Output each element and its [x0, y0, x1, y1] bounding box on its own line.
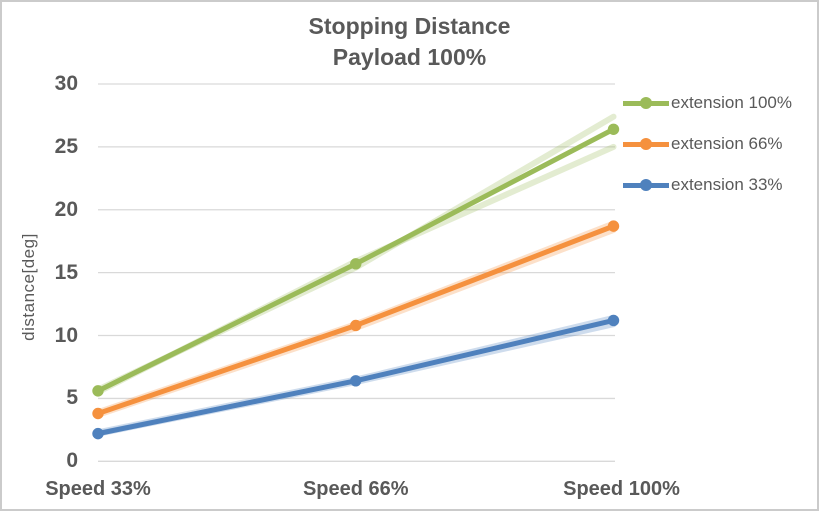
y-tick-label: 30 [54, 72, 78, 95]
y-tick-label: 15 [54, 260, 78, 284]
series-marker [607, 314, 620, 327]
legend-marker-dot [640, 97, 652, 109]
series-marker [607, 123, 620, 135]
x-category-label: Speed 33% [45, 478, 151, 500]
legend-label: extension 100% [671, 93, 792, 112]
y-tick-label: 25 [54, 134, 78, 158]
legend-item: extension 33% [623, 172, 792, 198]
legend-marker-dot [640, 138, 652, 150]
x-category-label: Speed 66% [302, 478, 409, 500]
x-category-label: Speed 100% [563, 478, 680, 500]
y-tick-label: 0 [66, 449, 78, 473]
legend-marker-line [623, 179, 669, 191]
legend-marker-line [623, 138, 669, 150]
legend-marker-dot [640, 179, 652, 191]
series-marker [350, 375, 362, 387]
legend-marker-line [623, 97, 669, 109]
y-tick-label: 20 [54, 197, 78, 221]
y-tick-label: 5 [66, 386, 78, 410]
series-marker [350, 258, 362, 270]
y-tick-label: 10 [54, 323, 78, 347]
series-marker [92, 385, 104, 397]
series-marker [350, 319, 362, 332]
legend-item: extension 100% [623, 90, 792, 116]
legend-label: extension 66% [671, 134, 783, 153]
legend-item: extension 66% [623, 131, 792, 157]
series-marker [607, 220, 620, 232]
legend-label: extension 33% [671, 175, 783, 194]
series-marker [92, 407, 104, 420]
legend: extension 100% extension 66% extension 33% [623, 90, 792, 198]
series-marker [92, 427, 104, 440]
